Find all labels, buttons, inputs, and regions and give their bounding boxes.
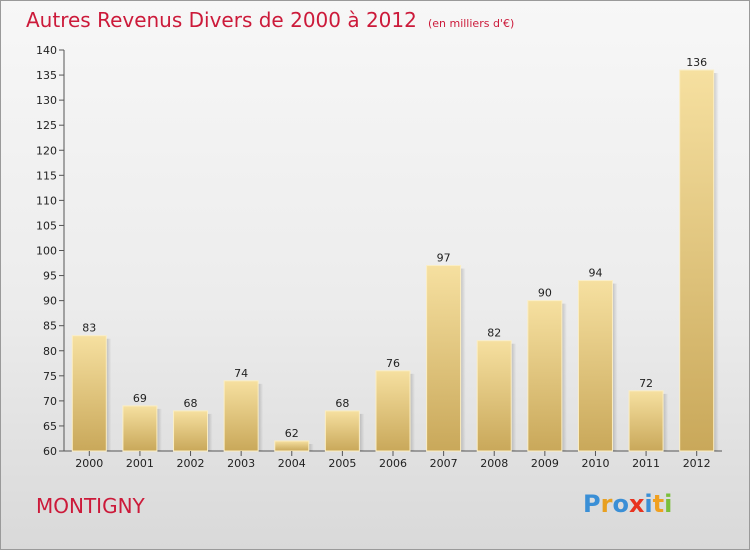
x-tick-label: 2010 — [581, 457, 609, 470]
bar — [426, 265, 462, 452]
x-tick-label: 2004 — [278, 457, 306, 470]
logo-letter: x — [628, 490, 645, 518]
bar — [628, 390, 664, 452]
bar — [679, 69, 715, 452]
y-tick-label: 125 — [36, 119, 57, 132]
x-tick-label: 2007 — [430, 457, 458, 470]
bar-shadow — [106, 338, 112, 451]
bar — [527, 300, 563, 452]
bar-shadow — [410, 373, 415, 451]
logo-letter: o — [612, 490, 629, 518]
x-tick-label: 2003 — [227, 457, 255, 470]
x-tick-label: 2002 — [177, 457, 205, 470]
commune-name: MONTIGNY — [36, 494, 145, 518]
y-tick-label: 60 — [43, 445, 57, 458]
bar-shadow — [713, 73, 719, 452]
bar-shadow — [359, 413, 365, 451]
bar-shadow — [156, 408, 162, 451]
y-tick-label: 135 — [36, 69, 57, 82]
y-tick-label: 65 — [43, 420, 57, 433]
logo-letter: r — [600, 490, 613, 518]
x-tick-label: 2011 — [632, 457, 660, 470]
bar-value-label: 68 — [335, 397, 349, 410]
bar-shadow — [460, 268, 466, 451]
bar-value-label: 74 — [234, 367, 248, 380]
bar-value-label: 83 — [82, 322, 96, 335]
bar-shadow — [258, 383, 264, 451]
bar-value-label: 68 — [184, 397, 198, 410]
chart-title: Autres Revenus Divers de 2000 à 2012 (en… — [26, 8, 514, 32]
bar-shadow — [561, 303, 567, 451]
x-tick-label: 2005 — [328, 457, 356, 470]
bar-value-label: 62 — [285, 427, 299, 440]
bar — [122, 405, 158, 452]
bar-value-label: 82 — [487, 327, 501, 340]
bar-value-label: 72 — [639, 377, 653, 390]
bar-value-label: 94 — [588, 267, 602, 280]
bar-value-label: 76 — [386, 357, 400, 370]
y-tick-label: 80 — [43, 345, 57, 358]
bar — [375, 370, 411, 452]
x-tick-label: 2006 — [379, 457, 407, 470]
bar-value-label: 136 — [686, 56, 707, 69]
y-tick-label: 115 — [36, 169, 57, 182]
bar — [71, 335, 107, 452]
bar-shadow — [511, 343, 517, 451]
bar — [577, 280, 613, 452]
bar-value-label: 69 — [133, 392, 147, 405]
y-tick-label: 100 — [36, 245, 57, 258]
y-tick-label: 130 — [36, 94, 57, 107]
x-tick-label: 2008 — [480, 457, 508, 470]
y-tick-label: 90 — [43, 295, 57, 308]
logo-letter: i — [644, 490, 653, 518]
logo-letter: t — [652, 490, 665, 518]
y-tick-label: 75 — [43, 370, 57, 383]
bar-shadow — [663, 393, 669, 451]
x-tick-label: 2012 — [683, 457, 711, 470]
x-tick-label: 2009 — [531, 457, 559, 470]
bar-shadow — [207, 413, 213, 451]
bar — [173, 410, 209, 452]
bar-shadow — [612, 283, 618, 451]
y-tick-label: 105 — [36, 219, 57, 232]
y-tick-label: 140 — [36, 44, 57, 57]
y-tick-label: 95 — [43, 270, 57, 283]
chart-unit-text: (en milliers d'€) — [427, 17, 515, 30]
proxiti-logo: Proxiti — [583, 490, 672, 518]
bar — [274, 440, 310, 452]
bar — [476, 340, 512, 452]
bar-value-label: 97 — [437, 252, 451, 265]
logo-letter: i — [664, 490, 673, 518]
bar-value-label: 90 — [538, 287, 552, 300]
chart-title-text: Autres Revenus Divers de 2000 à 2012 — [26, 8, 417, 32]
y-tick-label: 85 — [43, 320, 57, 333]
logo-letter: P — [583, 490, 601, 518]
bar — [223, 380, 259, 452]
bar-shadow — [308, 443, 314, 451]
y-tick-label: 70 — [43, 395, 57, 408]
x-tick-label: 2001 — [126, 457, 154, 470]
y-tick-label: 120 — [36, 144, 57, 157]
y-tick-label: 110 — [36, 194, 57, 207]
x-tick-label: 2000 — [75, 457, 103, 470]
bar — [324, 410, 360, 452]
